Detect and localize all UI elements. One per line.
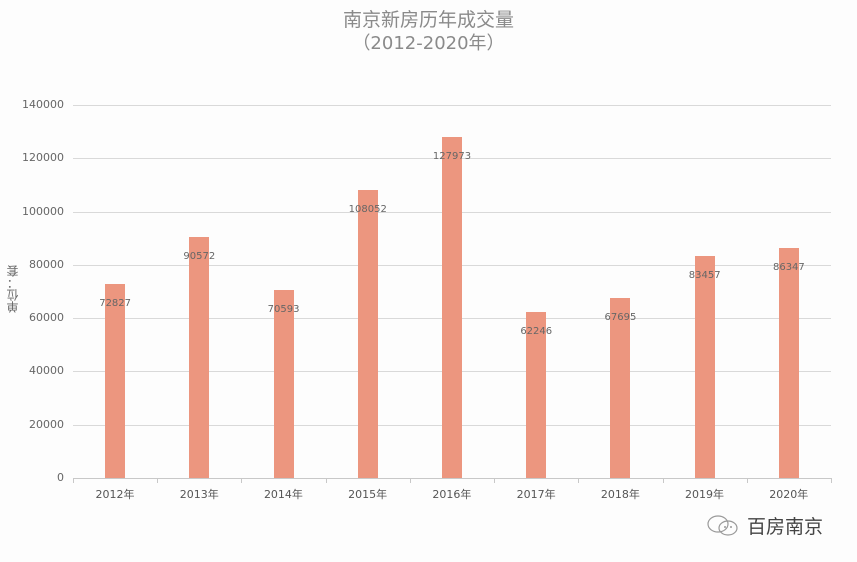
chart-title-main: 南京新房历年成交量 xyxy=(342,9,514,31)
data-label: 72827 xyxy=(99,297,132,309)
bar-2018年[interactable] xyxy=(610,297,631,478)
gridline xyxy=(73,105,831,106)
x-tick-label: 2013年 xyxy=(179,488,219,501)
bar-2016年[interactable] xyxy=(442,137,462,478)
data-label: 62246 xyxy=(520,326,553,338)
x-tick-mark xyxy=(746,478,748,483)
x-tick-mark xyxy=(578,478,580,483)
bar-2013年[interactable] xyxy=(189,236,210,478)
y-tick-label: 80000 xyxy=(29,257,64,271)
x-tick-label: 2018年 xyxy=(600,488,640,501)
x-tick-mark xyxy=(831,478,832,483)
x-tick-mark xyxy=(241,478,243,483)
y-axis-label: 单位：套 xyxy=(6,265,20,313)
bar-2019年[interactable] xyxy=(694,255,715,478)
data-label: 86347 xyxy=(772,261,805,273)
x-tick-mark xyxy=(157,478,159,483)
x-axis xyxy=(73,478,831,479)
chart-title: 南京新房历年成交量 （2012-2020年） xyxy=(0,8,857,56)
x-tick-label: 2012年 xyxy=(95,488,135,501)
wechat-icon xyxy=(707,514,738,536)
y-tick-label: 20000 xyxy=(29,417,64,431)
x-tick-mark xyxy=(73,478,74,483)
y-tick-label: 120000 xyxy=(22,151,64,165)
bar-2012年[interactable] xyxy=(105,283,126,478)
x-tick-mark xyxy=(325,478,327,483)
data-label: 108052 xyxy=(348,204,387,216)
x-tick-label: 2020年 xyxy=(769,488,809,501)
bar-2014年[interactable] xyxy=(273,289,294,478)
y-tick-label: 0 xyxy=(57,471,64,484)
watermark-text: 百房南京 xyxy=(747,516,824,538)
x-tick-mark xyxy=(494,478,496,483)
data-label: 90572 xyxy=(183,250,216,262)
x-tick-label: 2014年 xyxy=(263,488,303,501)
bar-2017年[interactable] xyxy=(526,312,547,478)
y-tick-label: 40000 xyxy=(29,364,64,378)
bar-2020年[interactable] xyxy=(778,247,799,478)
data-label: 70593 xyxy=(267,303,300,315)
chart-subtitle: （2012-2020年） xyxy=(352,33,505,54)
watermark: 百房南京 xyxy=(705,512,823,539)
x-tick-label: 2017年 xyxy=(516,488,556,501)
x-tick-label: 2016年 xyxy=(432,488,472,501)
data-label: 67695 xyxy=(604,311,637,323)
x-tick-label: 2019年 xyxy=(685,488,725,501)
y-tick-label: 140000 xyxy=(22,98,64,111)
bar-2015年[interactable] xyxy=(357,190,378,478)
y-tick-label: 100000 xyxy=(22,204,64,218)
x-tick-mark xyxy=(409,478,411,483)
x-tick-label: 2015年 xyxy=(348,488,388,501)
data-label: 127973 xyxy=(432,151,472,163)
x-tick-mark xyxy=(662,478,664,483)
y-tick-label: 60000 xyxy=(29,311,64,325)
data-label: 83457 xyxy=(688,269,721,281)
